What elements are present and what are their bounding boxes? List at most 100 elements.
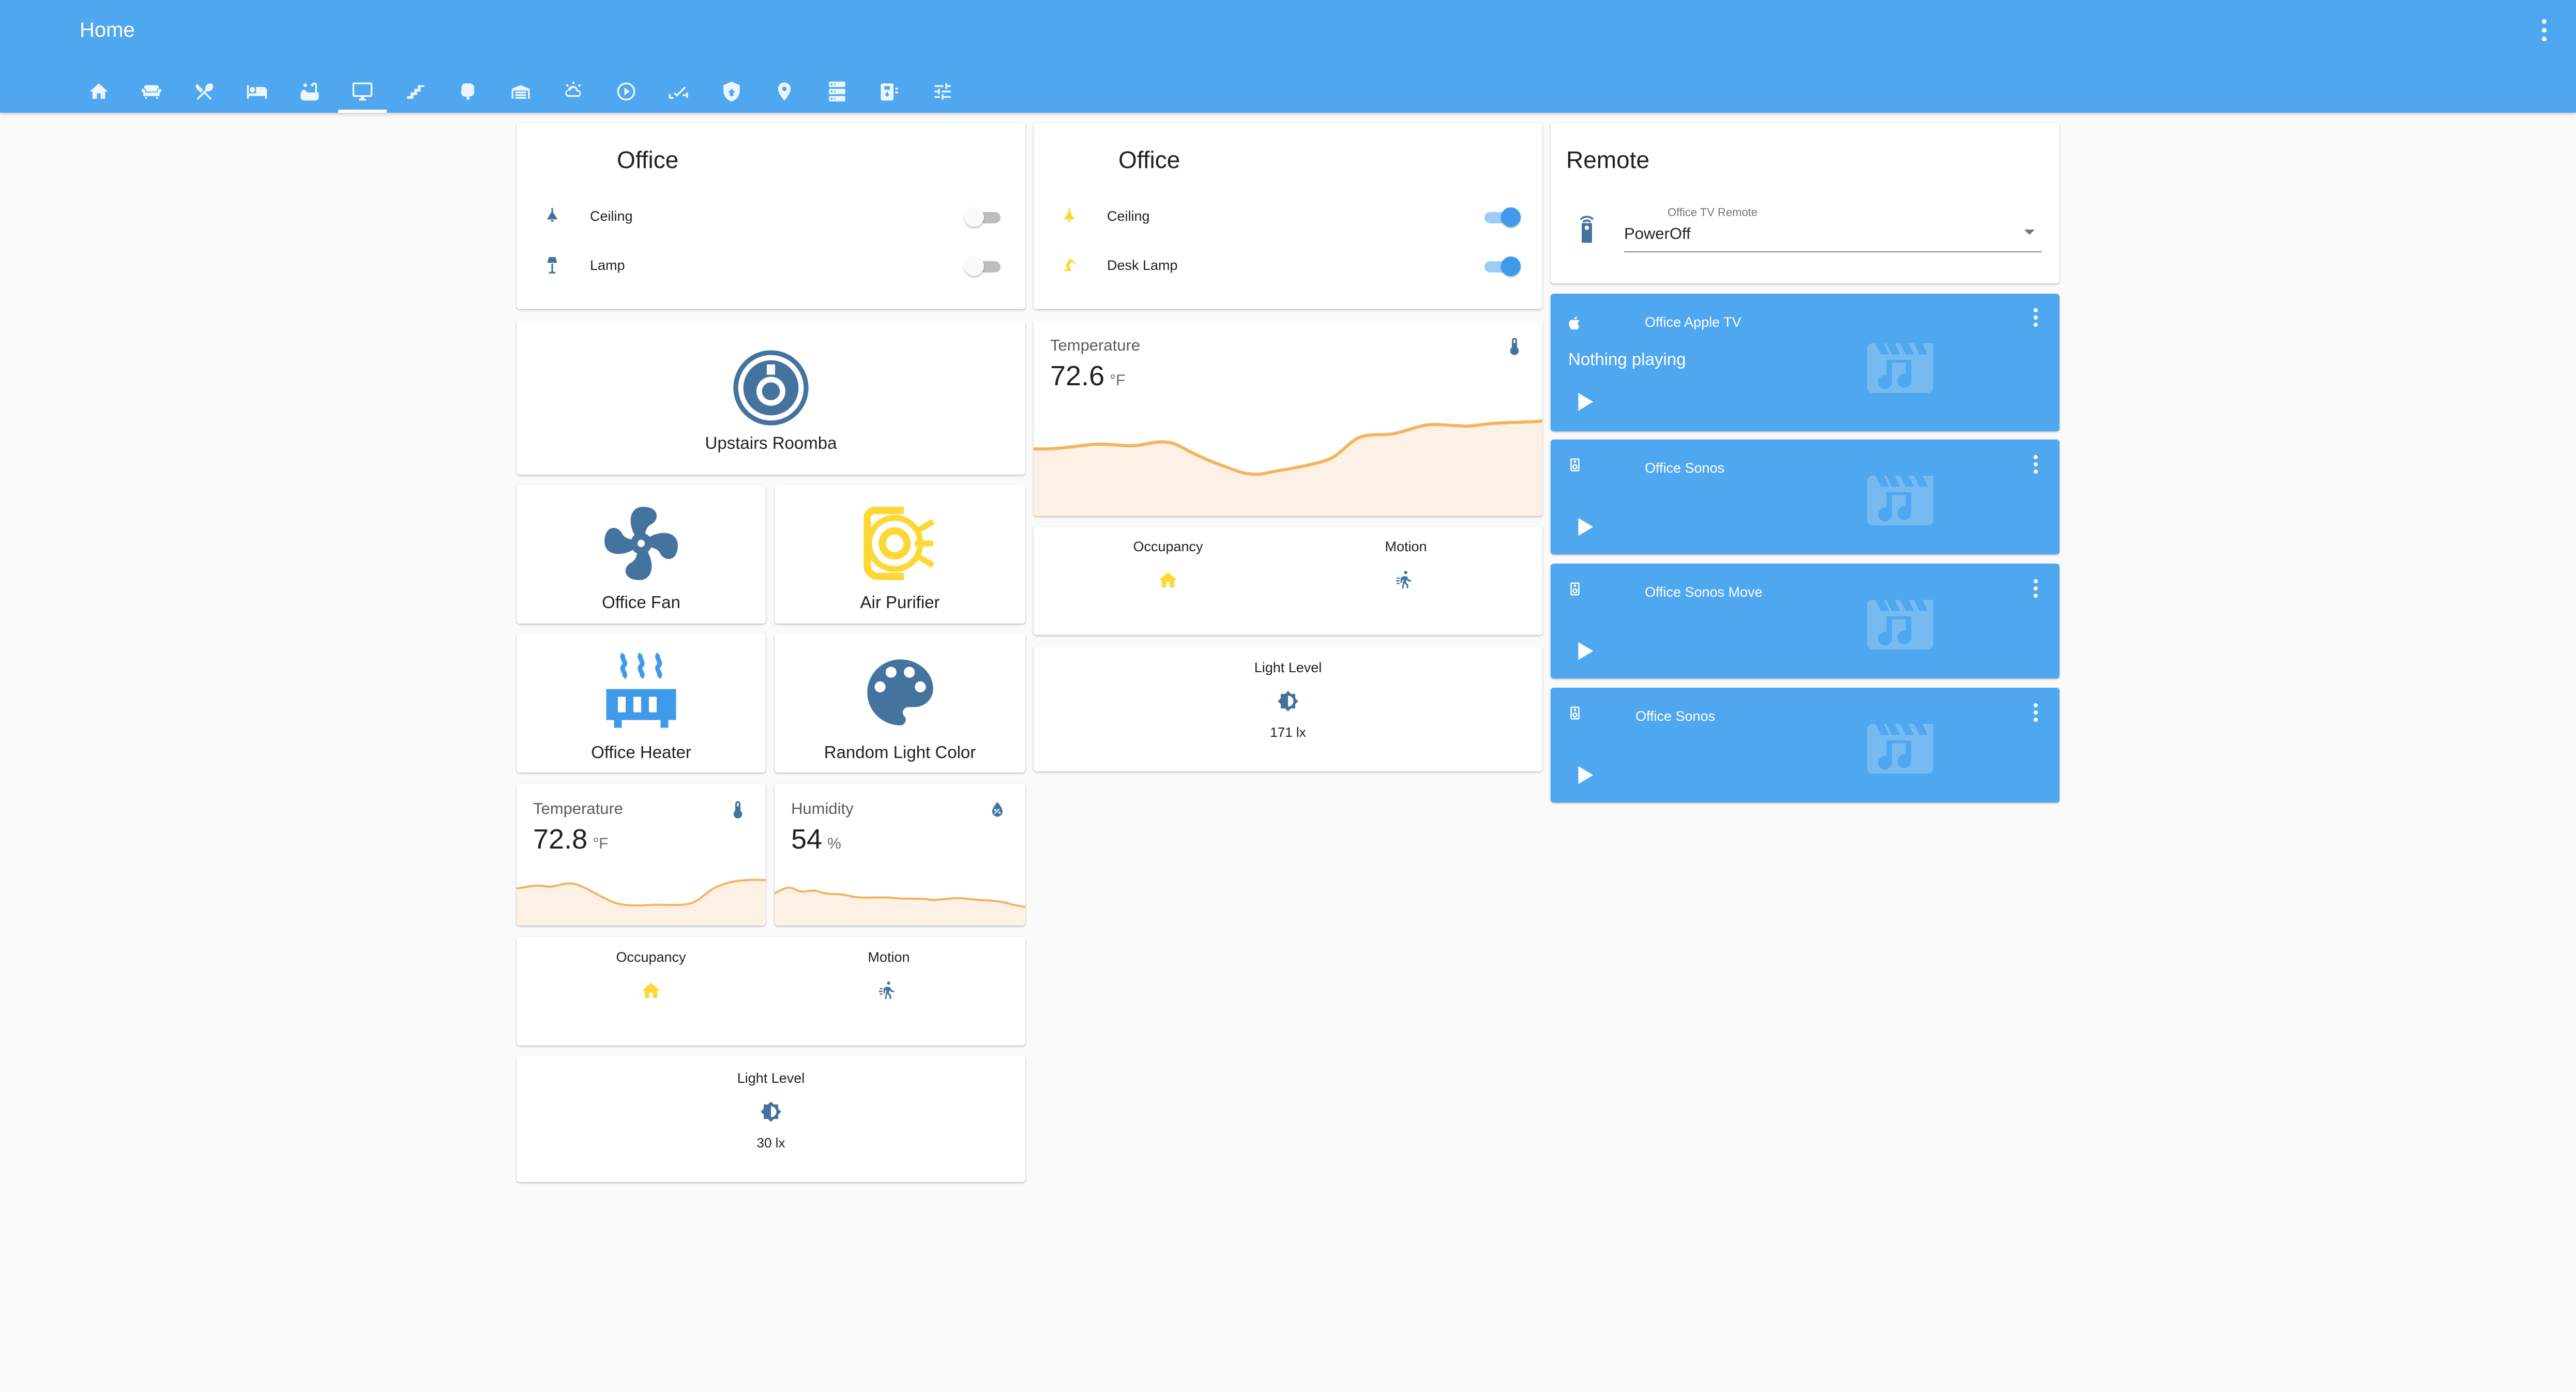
tab-home[interactable]: [72, 70, 125, 113]
entity-name: Desk Lamp: [1107, 257, 1178, 273]
play-icon[interactable]: [1572, 515, 1596, 539]
office-heater-button[interactable]: Office Heater: [517, 634, 766, 773]
humidity-value: 54: [791, 824, 823, 855]
view-tabs: [72, 70, 969, 113]
media-player-office-sonos-2[interactable]: Office Sonos: [1551, 688, 2059, 803]
temperature-sensor-card[interactable]: Temperature 72.8 °F: [517, 784, 766, 926]
map-marker-icon: [778, 82, 791, 100]
remote-card: Remote Office TV Remote PowerOff: [1551, 123, 2059, 283]
media-player-office-sonos[interactable]: Office Sonos: [1551, 440, 2059, 554]
more-options-icon[interactable]: [2031, 453, 2041, 476]
sensor-name: Humidity: [791, 799, 854, 818]
play-icon[interactable]: [1572, 639, 1596, 663]
humidity-unit: %: [827, 835, 841, 852]
shield-home-icon: [723, 81, 740, 101]
tune-icon: [934, 83, 951, 100]
random-light-color-button[interactable]: Random Light Color: [775, 634, 1025, 773]
speaker-icon: [1570, 458, 1580, 472]
light-level-value: 171 lx: [1270, 724, 1306, 740]
tab-cameras[interactable]: [653, 70, 705, 113]
home-occupied-icon: [642, 982, 660, 998]
tab-utilities[interactable]: [863, 70, 916, 113]
tab-settings[interactable]: [916, 70, 969, 113]
desk-lamp-toggle[interactable]: [1481, 252, 1521, 278]
tab-office[interactable]: [336, 70, 389, 113]
play-icon[interactable]: [1572, 390, 1596, 414]
glance-name: Occupancy: [616, 949, 686, 965]
humidity-sensor-card[interactable]: Humidity 54%: [775, 784, 1025, 926]
tab-media[interactable]: [600, 70, 653, 113]
temperature-graph-card[interactable]: Temperature 72.6 °F: [1034, 321, 1542, 516]
tab-weather[interactable]: [547, 70, 600, 113]
overflow-menu-icon[interactable]: [2538, 18, 2550, 42]
tab-garage[interactable]: [494, 70, 547, 113]
temperature-value: 72.6: [1050, 360, 1105, 391]
speaker-icon: [1570, 706, 1580, 720]
ceiling-toggle[interactable]: [1481, 203, 1521, 229]
tab-bathroom[interactable]: [283, 70, 336, 113]
music-video-icon: [1867, 724, 1933, 774]
tab-bedroom[interactable]: [231, 70, 283, 113]
roomba-button[interactable]: Upstairs Roomba: [517, 321, 1025, 475]
top-app-bar: Home: [0, 0, 2576, 113]
motion-sensor-icon: [878, 981, 895, 999]
brightness-icon: [1278, 691, 1298, 712]
play-icon[interactable]: [1572, 763, 1596, 787]
card-title: Remote: [1566, 146, 1650, 173]
card-title: Office: [1118, 146, 1180, 173]
desk-lamp-icon: [1056, 252, 1082, 278]
card-title: Office: [617, 146, 679, 173]
tv-remote-select[interactable]: Office TV Remote PowerOff: [1624, 206, 2042, 252]
sensor-value: 72.6 °F: [1050, 360, 1125, 392]
more-options-icon[interactable]: [2031, 306, 2041, 329]
air-purifier-icon: [863, 507, 935, 580]
button-label: Random Light Color: [824, 743, 976, 762]
lamp-toggle[interactable]: [964, 252, 1004, 278]
tab-living-room[interactable]: [125, 70, 178, 113]
garage-icon: [511, 85, 530, 99]
robot-vacuum-icon: [733, 350, 809, 426]
entity-name: Ceiling: [590, 208, 633, 224]
radiator-icon: [606, 652, 676, 728]
temperature-unit: °F: [1110, 372, 1126, 389]
server-icon: [829, 81, 845, 101]
office-lights-card: Office Ceiling Lamp: [517, 123, 1025, 309]
entity-name: Ceiling: [1107, 208, 1150, 224]
home-icon: [89, 83, 108, 99]
tab-kitchen[interactable]: [178, 70, 231, 113]
tab-presence[interactable]: [758, 70, 811, 113]
light-level-entity[interactable]: Light Level 171 lx: [1210, 660, 1366, 740]
office-fan-button[interactable]: Office Fan: [517, 485, 766, 624]
music-video-icon: [1867, 600, 1933, 649]
media-name: Office Sonos: [1635, 708, 1716, 724]
light-level-value: 30 lx: [756, 1135, 785, 1151]
media-player-office-sonos-move[interactable]: Office Sonos Move: [1551, 564, 2059, 678]
light-level-card-2: Light Level 171 lx: [1034, 645, 1542, 771]
music-video-icon: [1867, 476, 1933, 525]
tab-stairs[interactable]: [389, 70, 442, 113]
air-purifier-button[interactable]: Air Purifier: [775, 485, 1025, 624]
button-label: Office Fan: [602, 593, 680, 612]
occupancy-entity[interactable]: Occupancy: [1122, 539, 1215, 592]
tab-security[interactable]: [705, 70, 758, 113]
ceiling-toggle[interactable]: [964, 203, 1004, 229]
fan-icon: [604, 507, 678, 580]
more-options-icon[interactable]: [2031, 701, 2041, 724]
weather-icon: [565, 81, 581, 97]
speaker-icon: [1570, 582, 1580, 596]
monitor-icon: [352, 82, 373, 100]
remote-icon: [1580, 216, 1594, 243]
stairs-icon: [407, 85, 425, 99]
apple-icon: [1569, 316, 1580, 330]
motion-entity[interactable]: Motion: [842, 949, 935, 1003]
light-level-entity[interactable]: Light Level 30 lx: [693, 1070, 848, 1151]
occupancy-entity[interactable]: Occupancy: [604, 949, 698, 1003]
chevron-down-icon: [2024, 230, 2035, 235]
media-player-apple-tv[interactable]: Office Apple TV Nothing playing: [1551, 294, 2059, 431]
page-title: Home: [80, 19, 135, 41]
tab-yard[interactable]: [442, 70, 494, 113]
tab-servers[interactable]: [811, 70, 863, 113]
water-percent-icon: [992, 802, 1003, 817]
more-options-icon[interactable]: [2031, 577, 2041, 600]
motion-entity[interactable]: Motion: [1359, 539, 1452, 592]
